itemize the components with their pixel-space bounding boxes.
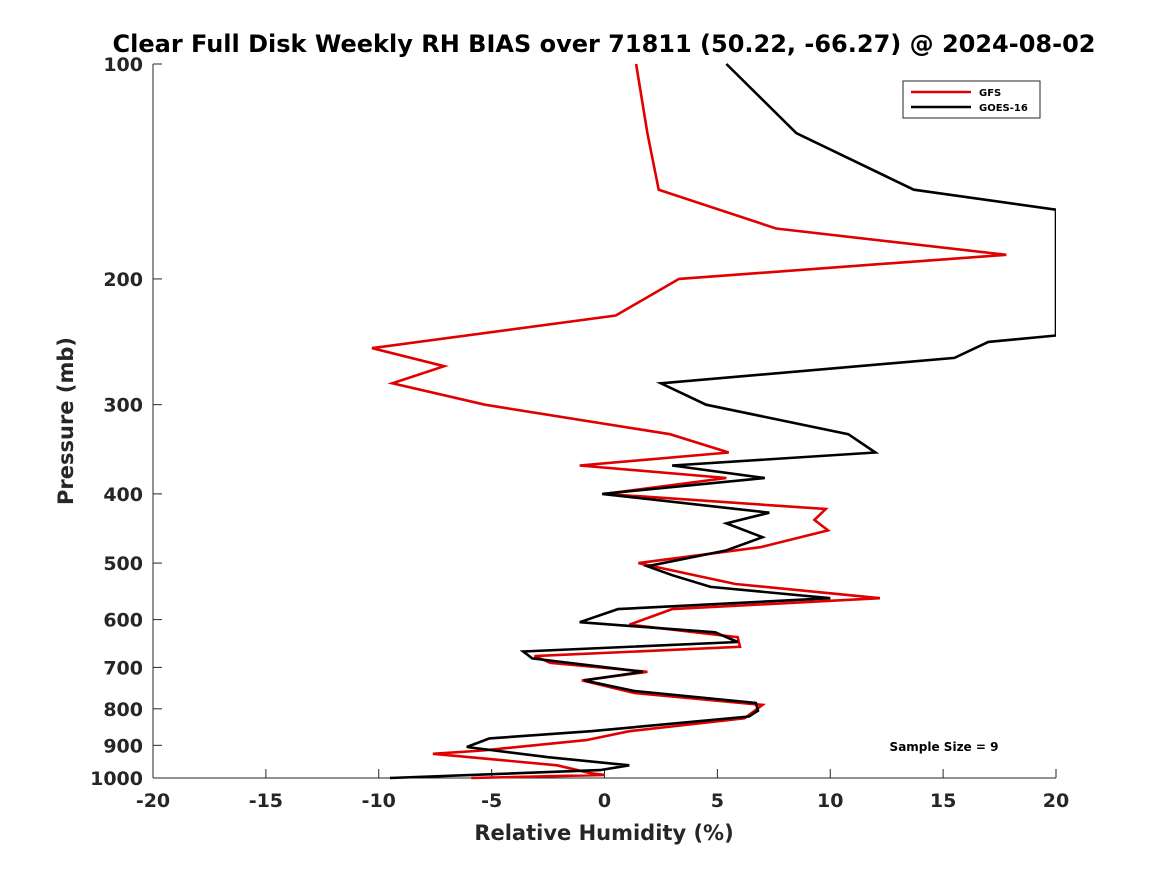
x-tick-label: -15	[249, 790, 283, 812]
legend-label-gfs: GFS	[979, 88, 1001, 99]
chart-title: Clear Full Disk Weekly RH BIAS over 7181…	[113, 30, 1096, 58]
plot-area	[152, 64, 1056, 779]
x-tick-label: 15	[930, 790, 956, 812]
legend: GFS GOES-16	[902, 80, 1041, 119]
y-tick-label: 600	[103, 610, 143, 632]
y-axis-ticks: 100 200 300 400 500 600 700 800 900 1000	[90, 54, 162, 790]
legend-box	[902, 80, 1041, 119]
x-tick-label: -10	[362, 790, 396, 812]
y-tick-label: 700	[103, 657, 143, 679]
series-line-goes-16	[389, 63, 1056, 780]
x-tick-label: 20	[1043, 790, 1069, 812]
y-tick-label: 900	[103, 735, 143, 757]
x-tick-label: -5	[481, 790, 502, 812]
series-layer	[371, 63, 1056, 780]
x-axis-ticks: -20 -15 -10 -5 0 5 10 15 20	[136, 769, 1069, 812]
y-tick-label: 500	[103, 553, 143, 575]
x-tick-label: 10	[817, 790, 843, 812]
y-tick-label: 800	[103, 699, 143, 721]
x-axis-label: Relative Humidity (%)	[474, 821, 733, 845]
series-line-gfs	[371, 63, 1007, 780]
x-tick-label: -20	[136, 790, 170, 812]
y-tick-label: 400	[103, 484, 143, 506]
x-tick-label: 5	[711, 790, 724, 812]
y-tick-label: 200	[103, 269, 143, 291]
x-tick-label: 0	[598, 790, 611, 812]
sample-size-annotation: Sample Size = 9	[890, 740, 999, 754]
y-tick-label: 100	[103, 54, 143, 76]
y-tick-label: 1000	[90, 768, 143, 790]
legend-label-goes-16: GOES-16	[979, 103, 1028, 114]
y-tick-label: 300	[103, 395, 143, 417]
y-axis-label: Pressure (mb)	[54, 337, 78, 505]
